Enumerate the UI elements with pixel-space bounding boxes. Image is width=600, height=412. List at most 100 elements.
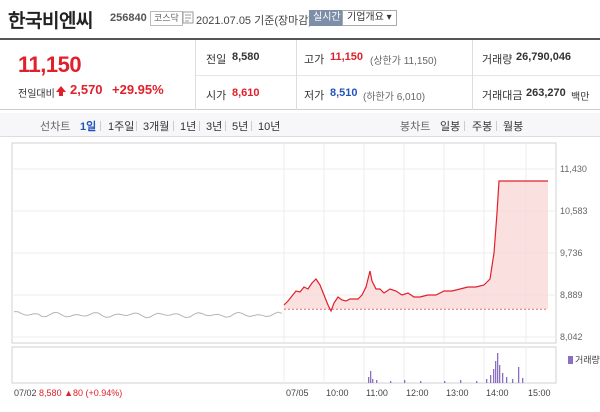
tab-separator [251, 121, 252, 131]
volume-value: 26,790,046 [516, 51, 572, 63]
y-tick: 10,583 [560, 206, 588, 216]
x-tick: 07/05 [286, 388, 309, 398]
price-fill-area [284, 181, 548, 311]
tab-1w[interactable]: 1주일 [108, 121, 135, 133]
price-line [283, 180, 548, 313]
change-value: 2,570 [70, 82, 103, 97]
up-arrow-icon [56, 86, 66, 96]
prev-day-change: ▲80 [64, 388, 84, 398]
x-tick: 15:00 [528, 388, 551, 398]
tab-separator [225, 121, 226, 131]
change-label: 전일대비 [18, 89, 55, 100]
prev-day-info: 07/02 8,580 ▲80 (+0.94%) [14, 388, 122, 398]
volume-bar [460, 380, 462, 383]
tab-separator [464, 121, 465, 131]
tab-separator [496, 121, 497, 131]
prev-day-date: 07/02 [14, 388, 37, 398]
company-overview-button[interactable]: 기업개요 ▾ [342, 10, 397, 26]
tab-3m[interactable]: 3개월 [143, 121, 170, 133]
volume-bar [372, 379, 374, 383]
tab-monthly-candle[interactable]: 월봉 [503, 121, 524, 133]
as-of-date: 2021.07.05 기준(장마감) [196, 15, 313, 27]
realtime-button[interactable]: 실시간 [309, 10, 345, 26]
tab-weekly-candle[interactable]: 주봉 [472, 121, 493, 133]
volume-legend-label: 거래량 [575, 355, 600, 365]
tab-separator [100, 121, 101, 131]
price-chart-svg [11, 142, 557, 384]
current-price-box: 11,150 전일대비 2,570 +29.95% [0, 40, 196, 110]
volume-bar [390, 381, 392, 383]
amount-label: 거래대금 [482, 90, 523, 102]
y-tick: 9,736 [560, 248, 583, 258]
volume-bar [486, 379, 488, 383]
volume-bar [493, 369, 495, 383]
current-price: 11,150 [18, 52, 82, 77]
volume-label: 거래량 [482, 54, 513, 66]
tab-separator [199, 121, 200, 131]
volume-bar [497, 353, 499, 383]
amount-unit: 백만 [571, 92, 590, 103]
amount-value: 263,270 [526, 87, 566, 99]
row-divider [196, 75, 600, 76]
tab-daily-candle[interactable]: 일봉 [440, 121, 461, 133]
stock-code: 256840 [110, 12, 147, 24]
volume-bar [495, 361, 497, 383]
upper-limit-text: (상한가 11,150) [370, 56, 437, 67]
open-value: 8,610 [232, 87, 260, 99]
volume-bar [420, 381, 422, 383]
prev-day-close: 8,580 [39, 388, 62, 398]
column-divider [296, 40, 297, 110]
tab-1y[interactable]: 1년 [180, 121, 197, 133]
open-label: 시가 [206, 90, 227, 102]
volume-bar [502, 373, 504, 383]
volume-bar [404, 380, 406, 383]
prev-day-line [13, 311, 283, 319]
market-badge: 코스닥 [150, 11, 183, 26]
tab-10y[interactable]: 10년 [258, 121, 281, 133]
tab-3y[interactable]: 3년 [206, 121, 223, 133]
y-tick: 8,042 [560, 332, 583, 342]
volume-bar [499, 365, 501, 383]
x-tick: 10:00 [326, 388, 349, 398]
volume-bar [376, 380, 378, 383]
x-tick: 13:00 [446, 388, 469, 398]
volume-bar [476, 381, 478, 383]
lower-limit-text: (하한가 6,010) [363, 92, 426, 103]
volume-swatch [568, 356, 573, 364]
tab-separator [173, 121, 174, 131]
price-summary: 11,150 전일대비 2,570 +29.95% 전일 8,580 시가 8,… [0, 38, 600, 110]
volume-bar [522, 378, 524, 383]
volume-bar [444, 381, 446, 383]
y-tick: 8,889 [560, 290, 583, 300]
column-divider [472, 40, 473, 110]
volume-bar [512, 379, 514, 383]
prev-close-label: 전일 [206, 54, 227, 66]
change-percent: +29.95% [112, 82, 164, 97]
chart-tabs: 선차트 1일 1주일 3개월 1년 3년 5년 10년 봉차트 일봉 주봉 월봉 [0, 113, 600, 137]
volume-bar [490, 375, 492, 383]
clock-icon [182, 11, 194, 24]
x-tick: 12:00 [406, 388, 429, 398]
high-value: 11,150 [330, 51, 364, 63]
tab-1d[interactable]: 1일 [80, 121, 97, 133]
price-chart[interactable]: 11,430 10,583 9,736 8,889 8,042 거래량 07/0… [0, 137, 600, 412]
volume-bar [368, 377, 370, 383]
low-label: 저가 [304, 90, 325, 102]
prev-day-change-pct: (+0.94%) [85, 388, 123, 398]
x-tick: 11:00 [366, 388, 388, 398]
tab-separator [136, 121, 137, 131]
high-label: 고가 [304, 54, 325, 66]
low-value: 8,510 [330, 87, 358, 99]
volume-legend: 거래량 [568, 353, 600, 366]
stock-header: 한국비엔씨 256840 코스닥 2021.07.05 기준(장마감) 실시간 … [0, 0, 600, 36]
volume-bar [518, 367, 520, 383]
stock-name: 한국비엔씨 [8, 10, 93, 32]
line-chart-label: 선차트 [40, 121, 71, 133]
y-tick: 11,430 [560, 164, 587, 174]
volume-bar [506, 377, 508, 383]
x-tick: 14:00 [486, 388, 509, 398]
candle-chart-label: 봉차트 [400, 121, 431, 133]
tab-5y[interactable]: 5년 [232, 121, 249, 133]
volume-bar [370, 371, 372, 383]
prev-close-value: 8,580 [232, 51, 260, 63]
